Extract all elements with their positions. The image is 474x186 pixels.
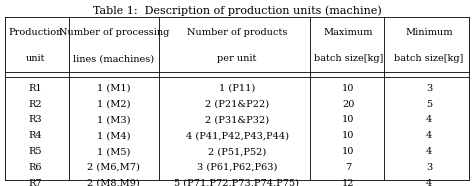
Text: 1 (M1): 1 (M1) [97,84,130,93]
Text: 2 (P31&P32): 2 (P31&P32) [205,116,269,124]
Text: 3 (P61,P62,P63): 3 (P61,P62,P63) [197,163,277,172]
Text: lines (machines): lines (machines) [73,54,155,63]
Text: 2 (M8,M9): 2 (M8,M9) [87,179,140,186]
Text: batch size[kg]: batch size[kg] [314,54,383,63]
Text: 10: 10 [342,131,355,140]
Text: 12: 12 [342,179,355,186]
Text: 1 (M3): 1 (M3) [97,116,130,124]
Text: R1: R1 [29,84,42,93]
Text: 10: 10 [342,84,355,93]
Text: Maximum: Maximum [324,28,373,37]
Text: 4: 4 [426,179,432,186]
Text: 3: 3 [426,163,432,172]
Text: R3: R3 [29,116,42,124]
Text: Table 1:  Description of production units (machine): Table 1: Description of production units… [92,5,382,15]
Text: 4: 4 [426,147,432,156]
Text: Minimum: Minimum [405,28,453,37]
Text: R2: R2 [29,100,42,109]
Text: 7: 7 [345,163,352,172]
Text: 4: 4 [426,131,432,140]
Text: batch size[kg]: batch size[kg] [394,54,464,63]
Text: Production: Production [9,28,63,37]
Text: 10: 10 [342,116,355,124]
Text: 1 (M2): 1 (M2) [97,100,130,109]
Text: 2 (P51,P52): 2 (P51,P52) [208,147,266,156]
Text: Number of products: Number of products [187,28,287,37]
Text: 1 (M4): 1 (M4) [97,131,130,140]
Text: R4: R4 [29,131,42,140]
Text: 1 (M5): 1 (M5) [97,147,130,156]
Text: R7: R7 [29,179,42,186]
Text: 5: 5 [426,100,432,109]
Text: per unit: per unit [217,54,257,63]
Text: 3: 3 [426,84,432,93]
Text: 5 (P71,P72,P73,P74,P75): 5 (P71,P72,P73,P74,P75) [174,179,300,186]
Text: 4: 4 [426,116,432,124]
Text: unit: unit [26,54,46,63]
Text: 1 (P11): 1 (P11) [219,84,255,93]
Text: 20: 20 [342,100,355,109]
Text: Number of processing: Number of processing [59,28,169,37]
Text: 2 (P21&P22): 2 (P21&P22) [205,100,269,109]
Text: R5: R5 [29,147,42,156]
Text: 2 (M6,M7): 2 (M6,M7) [87,163,140,172]
Text: 4 (P41,P42,P43,P44): 4 (P41,P42,P43,P44) [185,131,289,140]
Text: R6: R6 [29,163,42,172]
Text: 10: 10 [342,147,355,156]
